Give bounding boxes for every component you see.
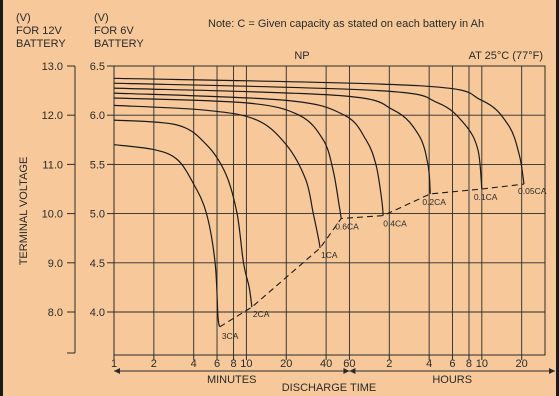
x-axis-title: DISCHARGE TIME	[282, 382, 377, 394]
y-tick-label-12v: 12.0	[42, 110, 63, 122]
curve-label: 0.4CA	[383, 219, 407, 229]
x-tick-label: 8	[231, 358, 237, 370]
discharge-curve-1CA	[113, 104, 321, 249]
y-tick-label-6v: 4.0	[90, 307, 105, 319]
x-tick-label: 1	[111, 358, 117, 370]
discharge-curve-0.4CA	[113, 92, 384, 216]
minutes-arrow-head-left	[114, 368, 120, 374]
y-axis-12v-header: (V) FOR 12V BATTERY	[16, 12, 66, 51]
curve-label: 0.2CA	[422, 197, 446, 207]
y-axis-12v-unit: (V)	[16, 12, 31, 24]
x-section-hours: HOURS	[432, 374, 472, 386]
y-axis-title: TERMINAL VOLTAGE	[18, 157, 30, 266]
y-tick-label-12v: 10.0	[42, 209, 63, 221]
plot-area	[113, 65, 546, 356]
x-tick-label: 40	[320, 358, 332, 370]
x-tick-label: 2	[386, 358, 392, 370]
y-tick-label-12v: 8.0	[48, 307, 63, 319]
discharge-curve-0.6CA	[113, 97, 342, 219]
x-tick-label: 60	[343, 358, 355, 370]
y-axis-12v-for: FOR 12V	[16, 25, 62, 37]
hours-arrow-head-right	[549, 368, 555, 374]
x-tick-label: 6	[214, 358, 220, 370]
chart-title: NP	[294, 50, 309, 62]
y-axis-12v-battery: BATTERY	[16, 38, 66, 50]
y-tick-label-12v: 9.0	[48, 258, 63, 270]
y-tick-label-6v: 5.5	[90, 159, 105, 171]
y-axis-6v-battery: BATTERY	[94, 38, 144, 50]
discharge-curve-3CA	[113, 144, 221, 327]
discharge-curve-0.05CA	[113, 77, 525, 185]
hours-arrow-head-left	[349, 368, 356, 374]
curve-label: 1CA	[321, 250, 338, 260]
y-tick-label-6v: 4.5	[90, 258, 105, 270]
curve-label: 0.05CA	[518, 186, 547, 196]
x-tick-label: 20	[516, 358, 528, 370]
y-axis-6v-header: (V) FOR 6V BATTERY	[94, 12, 144, 51]
curve-label: 0.1CA	[474, 192, 498, 202]
x-tick-label: 10	[476, 358, 488, 370]
x-tick-label: 2	[151, 358, 157, 370]
x-section-minutes: MINUTES	[207, 374, 257, 386]
discharge-curve-0.1CA	[113, 82, 483, 190]
x-tick-label: 4	[191, 358, 197, 370]
x-tick-label: 8	[466, 358, 472, 370]
curve-label: 2CA	[253, 309, 270, 319]
capacity-note: Note: C = Given capacity as stated on ea…	[208, 18, 485, 30]
minutes-arrow-head-right	[343, 368, 350, 374]
y-tick-label-6v: 6.0	[90, 110, 105, 122]
discharge-curve-0.2CA	[113, 87, 431, 194]
x-tick-label: 6	[449, 358, 455, 370]
discharge-curve-2CA	[113, 119, 253, 308]
y-axis-6v-unit: (V)	[94, 12, 109, 24]
chart-condition: AT 25°C (77°F)	[469, 50, 543, 62]
x-tick-label: 4	[426, 358, 432, 370]
y-axis-6v-for: FOR 6V	[94, 25, 134, 37]
y-tick-label-6v: 5.0	[90, 209, 105, 221]
x-tick-label: 10	[240, 358, 252, 370]
y-tick-label-6v: 6.5	[90, 61, 105, 73]
cutoff-voltage-line	[219, 183, 525, 328]
x-tick-label: 20	[280, 358, 292, 370]
y-tick-label-12v: 11.0	[42, 159, 63, 171]
curve-label: 3CA	[222, 331, 239, 341]
y-tick-label-12v: 13.0	[42, 61, 63, 73]
curve-label: 0.6CA	[335, 222, 359, 232]
